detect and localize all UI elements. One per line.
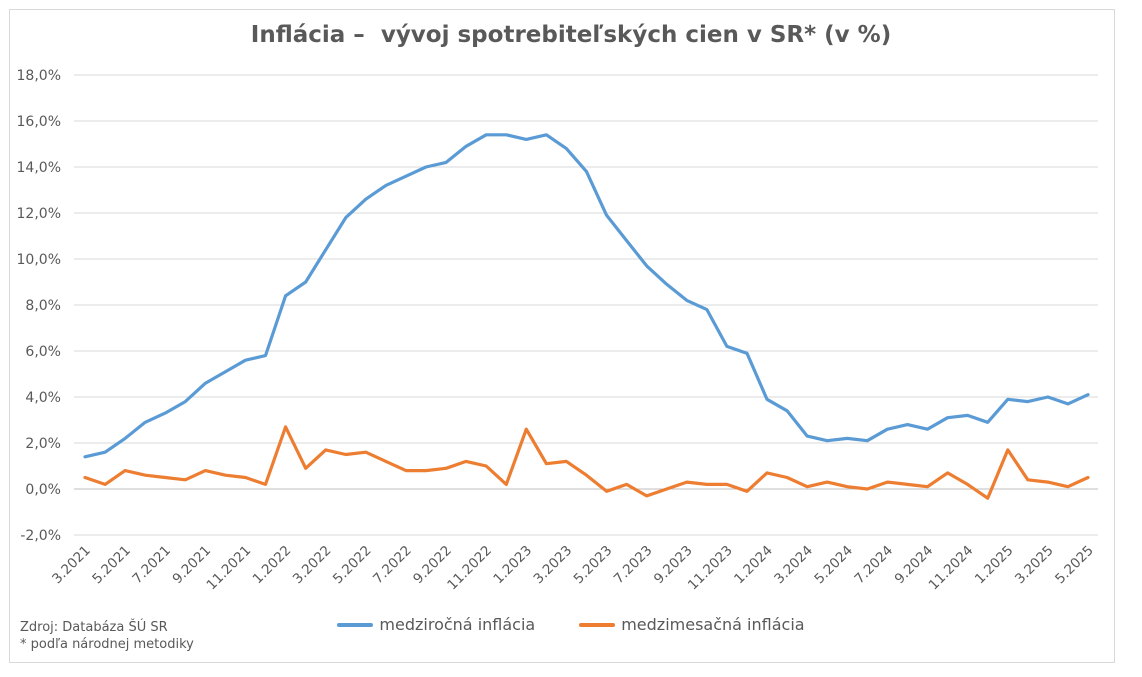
x-tick-label: 11.2024: [926, 543, 977, 594]
x-tick-label: 11.2021: [204, 543, 255, 594]
x-tick-label: 5.2022: [330, 543, 375, 588]
series-line-mom: [83, 425, 1090, 500]
x-tick-label: 1.2022: [250, 543, 295, 588]
x-tick-label: 7.2024: [852, 543, 897, 588]
x-tick-label: 11.2022: [444, 543, 495, 594]
source-note: Zdroj: Databáza ŠÚ SR * podľa národnej m…: [20, 619, 194, 653]
legend-item-mom: medzimesačná inflácia: [579, 615, 805, 634]
y-tick-label: 14,0%: [17, 160, 61, 176]
x-tick-label: 1.2025: [972, 543, 1017, 588]
x-tick-label: 7.2022: [370, 543, 415, 588]
legend-swatch-yoy: [337, 622, 374, 627]
x-tick-label: 3.2021: [49, 543, 94, 588]
series-line-yoy: [83, 133, 1090, 459]
y-tick-label: 8,0%: [25, 298, 61, 314]
legend-label-yoy: medziročná inflácia: [379, 615, 536, 634]
legend-label-mom: medzimesačná inflácia: [621, 615, 805, 634]
y-tick-label: 4,0%: [25, 390, 61, 406]
y-tick-label: -2,0%: [20, 528, 61, 544]
x-tick-label: 5.2023: [571, 543, 616, 588]
x-tick-label: 1.2024: [731, 543, 776, 588]
y-tick-label: 0,0%: [25, 482, 61, 498]
y-tick-label: 6,0%: [25, 344, 61, 360]
y-tick-label: 10,0%: [17, 252, 61, 268]
y-tick-label: 18,0%: [17, 68, 61, 84]
x-tick-label: 11.2023: [685, 543, 736, 594]
chart-frame: [9, 9, 1115, 663]
x-tick-label: 1.2023: [490, 543, 535, 588]
y-tick-label: 2,0%: [25, 436, 61, 452]
y-tick-label: 16,0%: [17, 114, 61, 130]
chart-legend: medziročná inflácia medzimesačná infláci…: [0, 615, 1142, 634]
methodology-note: * podľa národnej metodiky: [20, 637, 194, 652]
chart-title: Inflácia – vývoj spotrebiteľských cien v…: [250, 22, 892, 48]
x-tick-label: 5.2024: [811, 543, 856, 588]
x-tick-label: 3.2023: [531, 543, 576, 588]
x-tick-label: 3.2022: [290, 543, 335, 588]
x-tick-label: 7.2023: [611, 543, 656, 588]
y-tick-label: 12,0%: [17, 206, 61, 222]
x-tick-label: 3.2025: [1012, 543, 1057, 588]
x-tick-label: 3.2024: [771, 543, 816, 588]
x-tick-label: 7.2021: [129, 543, 174, 588]
x-tick-label: 5.2021: [89, 543, 134, 588]
legend-swatch-mom: [579, 622, 616, 627]
x-tick-label: 5.2025: [1052, 543, 1097, 588]
legend-item-yoy: medziročná inflácia: [337, 615, 535, 634]
source-line: Zdroj: Databáza ŠÚ SR: [20, 620, 168, 635]
